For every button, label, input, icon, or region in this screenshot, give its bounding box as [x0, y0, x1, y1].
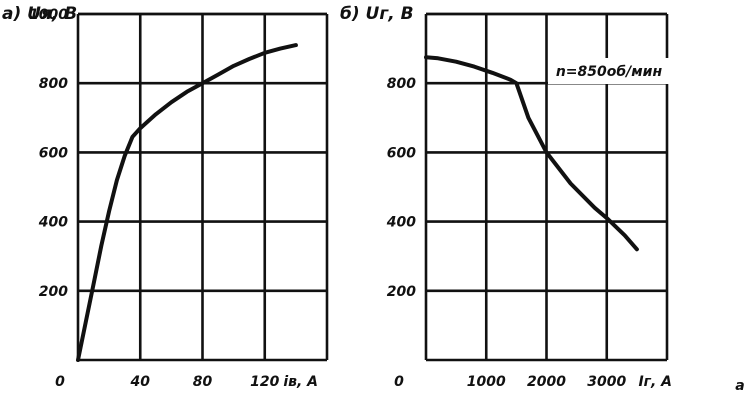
chart-armature-voltage: а) Uя, В 0 iв, А 200 400 600 800 1000 40 80 120: [2, 4, 329, 390]
x-tick-label: 40: [130, 374, 151, 390]
figure-mark: a: [735, 378, 744, 394]
chart-a-origin-label: 0: [55, 374, 65, 390]
y-tick-label: 600: [387, 145, 416, 161]
chart-a-title: а) Uя, В: [2, 4, 77, 24]
y-tick-label: 800: [387, 76, 416, 92]
y-tick-label: 600: [39, 145, 68, 161]
y-tick-label: 1000: [29, 7, 68, 23]
chart-generator-voltage: б) Uг, В 0 Iг, А 200 400 600 800 1000 2000 300…: [340, 4, 672, 390]
chart-a-x-axis-label: iв, А: [283, 374, 318, 390]
chart-b-origin-label: 0: [394, 374, 404, 390]
chart-b-annotation-background: [548, 58, 670, 84]
y-tick-label: 400: [38, 215, 68, 231]
y-tick-label: 200: [39, 284, 68, 300]
y-tick-label: 200: [387, 284, 416, 300]
x-tick-label: 2000: [527, 374, 566, 390]
chart-b-speed-annotation: n=850об/мин: [556, 64, 663, 80]
x-tick-label: 3000: [587, 374, 626, 390]
x-tick-label: 80: [193, 374, 213, 390]
x-tick-label: 120: [250, 374, 279, 390]
chart-b-title: б) Uг, В: [340, 4, 414, 24]
series-line: [424, 55, 639, 252]
y-tick-label: 400: [386, 215, 416, 231]
chart-b-x-axis-label: Iг, А: [638, 374, 672, 390]
y-tick-label: 800: [39, 76, 68, 92]
series-line: [76, 43, 298, 362]
x-tick-label: 1000: [467, 374, 506, 390]
